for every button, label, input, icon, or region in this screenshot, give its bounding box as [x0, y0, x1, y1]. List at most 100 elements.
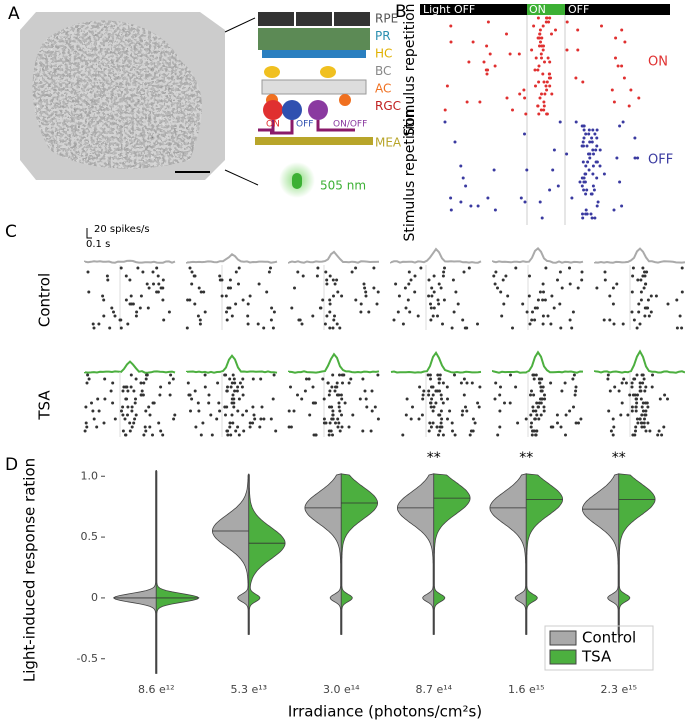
spike	[635, 326, 639, 330]
spike	[272, 310, 276, 314]
spike	[558, 120, 562, 124]
spike	[548, 84, 552, 88]
spike	[359, 310, 363, 314]
spike	[226, 429, 230, 433]
spike	[209, 413, 213, 417]
spike	[331, 373, 335, 377]
spike	[231, 421, 235, 425]
spike	[492, 168, 496, 172]
spike	[123, 417, 127, 421]
spike	[272, 373, 276, 377]
spike	[436, 389, 439, 393]
spike	[641, 409, 645, 413]
spike	[338, 326, 342, 330]
spike	[418, 385, 422, 389]
spike	[608, 318, 612, 322]
layer-label: RGC	[375, 99, 401, 113]
spike	[633, 136, 637, 140]
axis-label: Stimulus repetition	[402, 3, 418, 136]
spike	[128, 429, 132, 433]
spike	[112, 310, 115, 314]
spike	[429, 306, 433, 310]
spike	[113, 314, 117, 318]
spike	[591, 172, 595, 176]
spike	[192, 274, 196, 278]
spike	[226, 385, 229, 389]
spike	[359, 302, 363, 306]
spike	[608, 294, 612, 298]
spike	[558, 302, 562, 306]
spike	[454, 290, 458, 294]
spike	[343, 401, 347, 405]
spike	[533, 68, 537, 72]
spike	[621, 120, 625, 124]
spike	[630, 381, 634, 385]
spike	[592, 152, 595, 156]
spike	[533, 417, 537, 421]
spike	[235, 389, 239, 393]
spike	[613, 385, 617, 389]
spike	[446, 417, 449, 421]
spike	[548, 16, 552, 20]
spike	[627, 104, 631, 108]
spike	[465, 409, 469, 413]
spike	[538, 290, 542, 294]
spike	[328, 326, 332, 330]
spike	[630, 385, 634, 389]
spike	[319, 306, 323, 310]
spike	[151, 433, 154, 437]
spike	[134, 377, 138, 381]
spike	[541, 282, 545, 286]
spike	[611, 286, 615, 290]
spike	[643, 306, 647, 310]
spike	[171, 377, 175, 381]
spike	[156, 274, 160, 278]
spike	[544, 84, 548, 88]
spike	[335, 322, 339, 326]
spike	[332, 294, 335, 298]
spike	[528, 322, 532, 326]
spike	[129, 373, 133, 377]
spike	[535, 413, 539, 417]
spike	[337, 421, 341, 425]
spike	[103, 397, 107, 401]
spike	[548, 60, 552, 64]
spike	[644, 409, 648, 413]
spike	[459, 381, 463, 385]
spike	[102, 421, 106, 425]
violin-half	[489, 473, 527, 635]
spike	[303, 389, 307, 393]
spike	[157, 421, 161, 425]
spike	[248, 421, 252, 425]
spike	[533, 318, 537, 322]
spike	[543, 298, 547, 302]
spike	[242, 429, 246, 433]
spike	[529, 393, 532, 397]
spike	[132, 421, 136, 425]
spike	[328, 421, 332, 425]
spike	[259, 417, 263, 421]
spike	[340, 397, 344, 401]
spike	[269, 417, 273, 421]
spike	[326, 381, 330, 385]
spike	[589, 212, 593, 216]
spike	[544, 266, 548, 270]
spike	[595, 176, 599, 180]
spike	[417, 417, 421, 421]
spike	[579, 417, 583, 421]
spike	[427, 294, 431, 298]
spike	[440, 397, 443, 401]
spike	[493, 397, 497, 401]
spike	[584, 164, 588, 168]
spike	[632, 318, 636, 322]
spike	[550, 32, 553, 36]
spike	[95, 425, 99, 429]
spike	[427, 278, 431, 282]
spike	[372, 286, 376, 290]
spike	[612, 208, 616, 212]
spike	[637, 302, 641, 306]
spike	[603, 278, 607, 282]
spike	[321, 298, 325, 302]
spike	[485, 72, 489, 76]
spike	[248, 425, 252, 429]
